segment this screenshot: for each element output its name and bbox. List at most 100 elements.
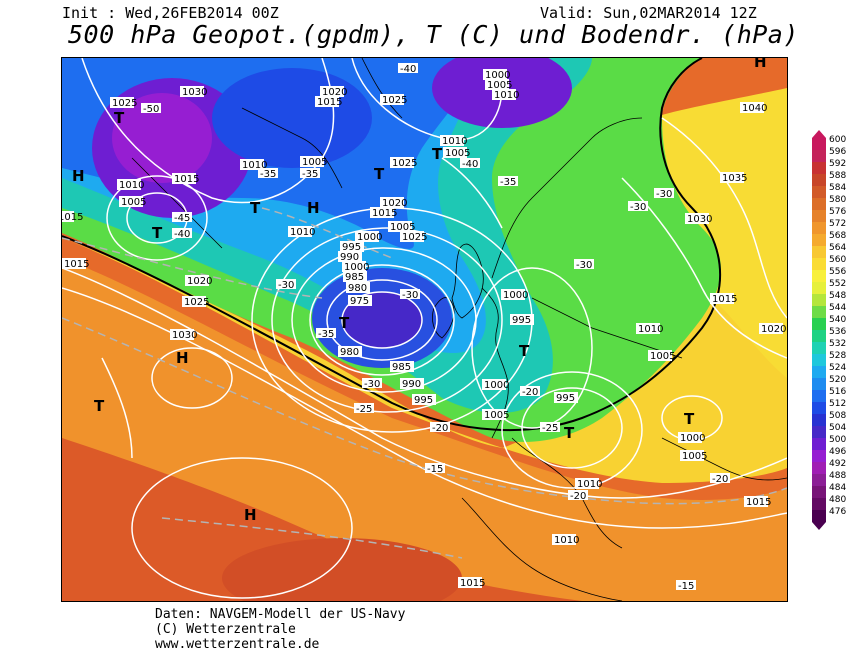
pressure-label: 1030: [180, 86, 207, 98]
svg-text:1010: 1010: [554, 535, 579, 546]
pressure-label: 1025: [182, 296, 209, 308]
credits-url[interactable]: www.wetterzentrale.de: [155, 637, 320, 652]
low-center: T: [250, 199, 261, 217]
svg-text:995: 995: [414, 395, 433, 406]
svg-text:-45: -45: [174, 213, 190, 224]
colorbar-segment: [812, 258, 826, 270]
colorbar-tick-label: 488: [829, 471, 847, 481]
svg-text:1005: 1005: [487, 80, 512, 91]
credits: Daten: NAVGEM-Modell der US-Navy (C) Wett…: [155, 607, 405, 652]
init-time: Init : Wed,26FEB2014 00Z: [62, 4, 279, 22]
pressure-label: 1020: [185, 275, 212, 287]
temperature-label: -25: [354, 403, 374, 415]
colorbar-tick-label: 568: [829, 231, 847, 241]
svg-text:1010: 1010: [442, 136, 467, 147]
credits-copyright: (C) Wetterzentrale: [155, 622, 296, 637]
colorbar-bottom-arrow: [812, 522, 826, 530]
colorbar-segment: [812, 186, 826, 198]
high-center: H: [72, 167, 85, 185]
svg-text:1025: 1025: [382, 95, 407, 106]
svg-text:990: 990: [402, 379, 421, 390]
colorbar-tick-label: 476: [829, 507, 847, 517]
pressure-label: 1000: [355, 231, 382, 243]
isotherms: [62, 207, 787, 559]
svg-text:1005: 1005: [650, 351, 675, 362]
svg-text:-35: -35: [302, 169, 318, 180]
band-560: [62, 238, 787, 483]
colorbar-tick-label: 556: [829, 267, 847, 277]
pressure-label: 1010: [575, 478, 602, 490]
colorbar-segment: [812, 402, 826, 414]
colorbar-tick-label: 540: [829, 315, 847, 325]
pressure-label: 1030: [170, 329, 197, 341]
svg-text:985: 985: [392, 362, 411, 373]
pressure-label: 1000: [501, 289, 528, 301]
colorbar-tick-label: 576: [829, 207, 847, 217]
colorbar-segment: [812, 222, 826, 234]
colorbar-tick-label: 584: [829, 183, 847, 193]
svg-text:-20: -20: [522, 387, 538, 398]
svg-text:-35: -35: [318, 329, 334, 340]
weather-map: 1025 1030 1020 1015 1025 1000 1005 1010 …: [61, 57, 788, 602]
colorbar-tick-label: 552: [829, 279, 847, 289]
svg-text:1030: 1030: [687, 214, 712, 225]
colorbar-segment: [812, 378, 826, 390]
pressure-label: 1010: [552, 534, 579, 546]
colorbar-tick-label: 592: [829, 159, 847, 169]
svg-text:1005: 1005: [445, 148, 470, 159]
pressure-label: 1010: [288, 226, 315, 238]
valid-time: Valid: Sun,02MAR2014 12Z: [540, 4, 757, 22]
low-center: T: [519, 342, 530, 360]
svg-text:980: 980: [348, 283, 367, 294]
temperature-label: -15: [425, 463, 445, 475]
colorbar-tick-label: 500: [829, 435, 847, 445]
colorbar-top-arrow: [812, 130, 826, 138]
pressure-label: 1025: [380, 94, 407, 106]
colorbar-segment: [812, 306, 826, 318]
low-center: T: [152, 224, 163, 242]
svg-text:1005: 1005: [121, 197, 146, 208]
pressure-label: 1040: [740, 102, 767, 114]
pressure-label: 1025: [390, 157, 417, 169]
temperature-label: -40: [460, 158, 480, 170]
low-center: T: [374, 165, 385, 183]
svg-text:1025: 1025: [112, 98, 137, 109]
pressure-label: 1005: [482, 409, 509, 421]
colorbar-tick-label: 480: [829, 495, 847, 505]
svg-text:1010: 1010: [638, 324, 663, 335]
high-center: H: [244, 506, 257, 524]
svg-text:1000: 1000: [680, 433, 705, 444]
colorbar-tick-label: 548: [829, 291, 847, 301]
svg-text:1000: 1000: [503, 290, 528, 301]
colorbar-tick-label: 572: [829, 219, 847, 229]
pressure-centers: H T T T T H T H T H T T T T H: [72, 58, 767, 524]
colorbar-segment: [812, 330, 826, 342]
pressure-label: 1010: [240, 159, 267, 171]
colorbar-tick-label: 528: [829, 351, 847, 361]
svg-text:1000: 1000: [344, 262, 369, 273]
pressure-label: 1025: [110, 97, 137, 109]
pressure-label: 1020: [380, 197, 407, 209]
pressure-label: 1005: [485, 79, 512, 91]
temperature-label: -15: [676, 580, 696, 592]
svg-text:1005: 1005: [484, 410, 509, 421]
svg-text:-30: -30: [402, 290, 418, 301]
pressure-label: 1015: [172, 173, 199, 185]
colorbar-segment: [812, 366, 826, 378]
colorbar-tick-label: 596: [829, 147, 847, 157]
map-title: 500 hPa Geopot.(gpdm), T (C) und Bodendr…: [68, 20, 799, 49]
temperature-label: -50: [141, 103, 161, 115]
pressure-label: 1015: [458, 577, 485, 589]
temperature-label: -45: [172, 212, 192, 224]
pressure-label: 1015: [710, 293, 737, 305]
colorbar-segment: [812, 414, 826, 426]
svg-text:-15: -15: [427, 464, 443, 475]
colorbar-segment: [812, 270, 826, 282]
cold-band-508: [212, 68, 372, 168]
temperature-label: -40: [398, 63, 418, 75]
pressure-label: 1010: [440, 135, 467, 147]
temperature-label: -35: [498, 176, 518, 188]
colorbar: [812, 138, 826, 522]
low-center: T: [564, 424, 575, 442]
high-center: H: [176, 349, 189, 367]
